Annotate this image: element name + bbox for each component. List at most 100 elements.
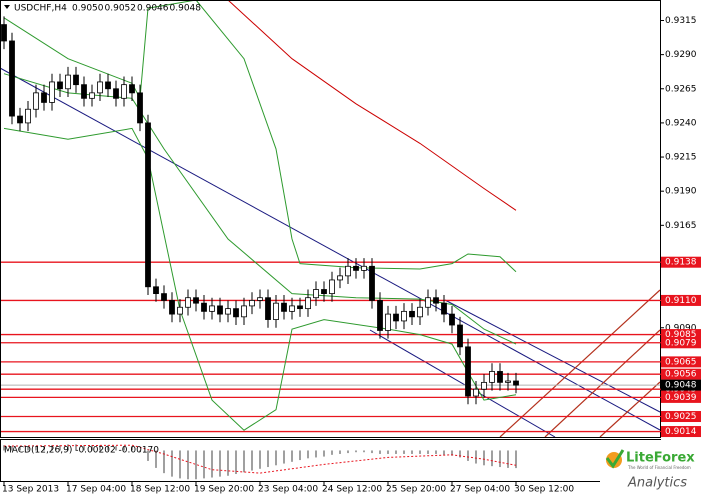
header-value: 0.9046 xyxy=(137,4,169,14)
macd-bar xyxy=(291,450,293,462)
macd-bar xyxy=(139,450,141,453)
macd-bar xyxy=(339,450,341,454)
candle-body xyxy=(345,265,351,277)
level-label: 0.9025 xyxy=(665,412,697,422)
candle-body xyxy=(145,122,151,288)
level-label-box xyxy=(661,356,701,368)
trend-line xyxy=(369,329,556,437)
macd-bar xyxy=(403,450,405,454)
macd-bar xyxy=(59,445,61,451)
candle-body xyxy=(25,108,31,124)
macd-bar xyxy=(507,450,509,468)
macd-bar xyxy=(299,450,301,461)
indicator-line xyxy=(3,127,517,431)
candle-body xyxy=(153,286,159,295)
candle-body xyxy=(129,84,135,94)
indicator-line xyxy=(227,0,517,211)
macd-bar xyxy=(83,445,85,451)
macd-bar xyxy=(123,446,125,451)
macd-bar xyxy=(11,446,13,451)
level-label-box xyxy=(661,391,701,403)
candle-body xyxy=(409,310,415,318)
level-label: 0.9110 xyxy=(665,296,697,306)
macd-bar xyxy=(179,450,181,479)
macd-bar xyxy=(243,450,245,473)
candle-body xyxy=(361,265,367,271)
level-label: 0.9138 xyxy=(665,258,697,268)
level-label: 0.9039 xyxy=(665,393,697,403)
y-tick-label: 0.9265 xyxy=(665,84,697,94)
candle-body xyxy=(113,88,119,99)
macd-bar xyxy=(515,450,517,469)
candle-body xyxy=(377,300,383,331)
macd-signal xyxy=(3,444,517,474)
candle-body xyxy=(121,84,127,99)
candle-body xyxy=(41,92,47,103)
macd-bar xyxy=(387,450,389,454)
level-label: 0.9014 xyxy=(665,427,697,437)
candle-body xyxy=(353,265,359,271)
candle-body xyxy=(369,265,375,301)
candle-body xyxy=(177,306,183,315)
logo: LiteForex The World of Financial Freedom… xyxy=(600,440,702,496)
candle-body xyxy=(465,346,471,397)
level-label-box xyxy=(661,368,701,380)
macd-bar xyxy=(331,450,333,455)
macd-bar xyxy=(443,450,445,455)
macd-bar xyxy=(235,450,237,475)
macd-bar xyxy=(355,450,357,453)
candle-body xyxy=(193,297,199,304)
candle-body xyxy=(417,306,423,318)
macd-bar xyxy=(371,450,373,454)
candle-body xyxy=(169,300,175,315)
level-label-box xyxy=(661,426,701,438)
candle-body xyxy=(81,84,87,99)
macd-bar xyxy=(203,450,205,479)
candle-body xyxy=(281,302,287,312)
candle-body xyxy=(185,297,191,308)
logo-tagline: The World of Financial Freedom xyxy=(627,465,691,470)
candle-body xyxy=(329,279,335,295)
candle-body xyxy=(393,313,399,322)
macd-bar xyxy=(259,450,261,469)
macd-bar xyxy=(483,450,485,466)
x-tick-label: 23 Sep 04:00 xyxy=(258,485,318,495)
candle-body xyxy=(497,371,503,383)
macd-bar xyxy=(107,445,109,451)
level-label-box xyxy=(661,294,701,306)
trend-line xyxy=(444,299,660,413)
candle-body xyxy=(209,305,215,312)
candle-body xyxy=(57,81,63,90)
macd-bar xyxy=(99,445,101,451)
macd-bar xyxy=(475,450,477,464)
macd-bar xyxy=(499,450,501,468)
current-price-box xyxy=(661,379,701,391)
macd-bar xyxy=(283,450,285,464)
logo-name: LiteForex xyxy=(626,451,695,466)
candle-body xyxy=(257,297,263,301)
level-label: 0.9056 xyxy=(665,370,697,380)
candle-body xyxy=(241,305,247,318)
y-tick-label: 0.9240 xyxy=(665,118,697,128)
x-tick-label: 19 Sep 20:00 xyxy=(194,485,254,495)
indicator-line xyxy=(3,73,517,345)
macd-bar xyxy=(163,450,165,474)
macd-bar xyxy=(91,445,93,451)
x-tick-label: 27 Sep 04:00 xyxy=(450,485,510,495)
macd-bar xyxy=(67,444,69,451)
plot-area xyxy=(0,0,660,437)
candle-body xyxy=(305,297,311,310)
candle-body xyxy=(321,289,327,295)
candle-body xyxy=(97,81,103,94)
macd-title: MACD(12,26,9) -0.00202 -0.00170 xyxy=(4,446,159,456)
level-label: 0.9085 xyxy=(665,330,697,340)
logo-background xyxy=(600,440,702,496)
candle-body xyxy=(425,297,431,308)
macd-bar xyxy=(227,450,229,476)
macd-bar xyxy=(267,450,269,468)
plot-frame xyxy=(0,0,661,438)
candle-body xyxy=(505,380,511,383)
candle-body xyxy=(473,388,479,397)
candle-body xyxy=(249,300,255,307)
logo-check xyxy=(605,449,625,469)
